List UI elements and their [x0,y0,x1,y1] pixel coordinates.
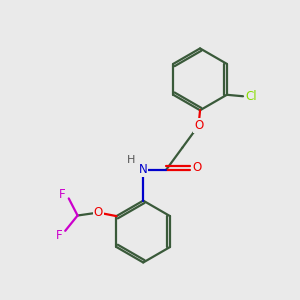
Text: O: O [94,206,103,219]
Text: F: F [59,188,66,201]
Text: Cl: Cl [245,90,257,103]
Text: O: O [194,119,203,132]
Text: H: H [127,155,135,165]
Text: O: O [192,161,201,175]
Text: N: N [139,163,147,176]
Text: F: F [56,229,62,242]
